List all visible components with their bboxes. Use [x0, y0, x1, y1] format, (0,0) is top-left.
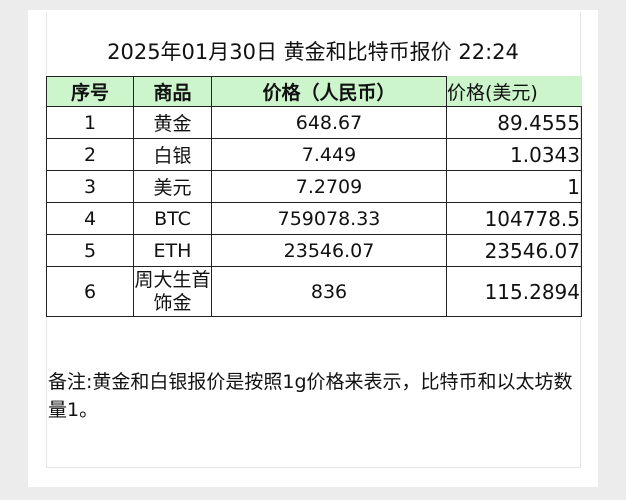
- cell-price-cny: 23546.07: [211, 234, 447, 267]
- cell-index: 3: [46, 170, 134, 203]
- cell-price-cny: 836: [211, 266, 447, 317]
- cell-index: 4: [46, 202, 134, 235]
- price-table: 序号 商品 价格（人民币） 价格(美元) 1 黄金 648.67 89.4555 2 白银…: [46, 76, 582, 317]
- table-row: 6 周大生首饰金 836 115.2894: [46, 266, 582, 317]
- table-row: 3 美元 7.2709 1: [46, 170, 582, 203]
- page-title: 2025年01月30日 黄金和比特币报价 22:24: [107, 40, 519, 64]
- header-product: 商品: [133, 76, 212, 107]
- cell-product: 美元: [133, 170, 212, 203]
- cell-index: 1: [46, 106, 134, 139]
- table-row: 2 白银 7.449 1.0343: [46, 138, 582, 171]
- header-index: 序号: [46, 76, 134, 107]
- cell-price-usd: 1: [446, 170, 582, 203]
- cell-price-cny: 648.67: [211, 106, 447, 139]
- cell-index: 6: [46, 266, 134, 317]
- table-row: 1 黄金 648.67 89.4555: [46, 106, 582, 139]
- cell-product: 白银: [133, 138, 212, 171]
- note-text: 备注:黄金和白银报价是按照1g价格来表示，比特币和以太坊数量1。: [48, 371, 573, 421]
- cell-price-usd: 1.0343: [446, 138, 582, 171]
- cell-price-cny: 7.2709: [211, 170, 447, 203]
- cell-price-usd: 23546.07: [446, 234, 582, 267]
- cell-price-usd: 89.4555: [446, 106, 582, 139]
- cell-product: 周大生首饰金: [133, 266, 212, 317]
- cell-product: ETH: [133, 234, 212, 267]
- table-header-row: 序号 商品 价格（人民币） 价格(美元): [46, 76, 582, 107]
- cell-index: 5: [46, 234, 134, 267]
- cell-price-usd: 115.2894: [446, 266, 582, 317]
- header-price-cny: 价格（人民币）: [211, 76, 447, 107]
- cell-price-cny: 759078.33: [211, 202, 447, 235]
- cell-product: BTC: [133, 202, 212, 235]
- cell-price-usd: 104778.5: [446, 202, 582, 235]
- cell-index: 2: [46, 138, 134, 171]
- cell-product: 黄金: [133, 106, 212, 139]
- header-price-usd: 价格(美元): [446, 76, 582, 107]
- cell-price-cny: 7.449: [211, 138, 447, 171]
- table-row: 5 ETH 23546.07 23546.07: [46, 234, 582, 267]
- table-row: 4 BTC 759078.33 104778.5: [46, 202, 582, 235]
